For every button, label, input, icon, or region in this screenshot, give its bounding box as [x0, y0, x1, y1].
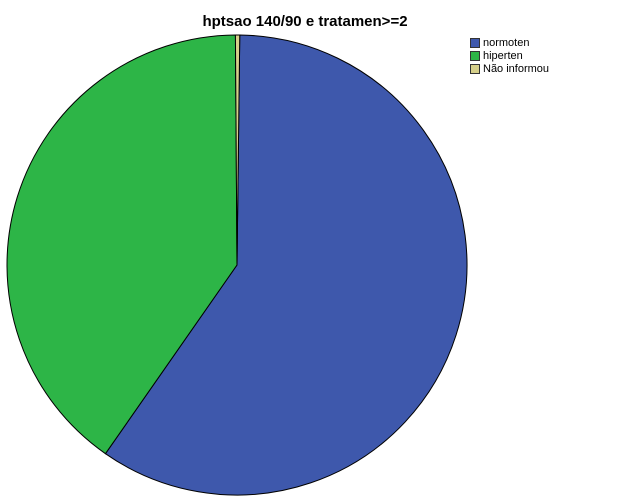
- pie-slice-hiperten: [6, 34, 238, 455]
- legend-swatch: [470, 50, 480, 61]
- legend-swatch: [470, 63, 480, 74]
- legend-label: Não informou: [483, 62, 550, 75]
- legend-item: Não informou: [470, 62, 549, 75]
- legend-swatch: [470, 37, 480, 48]
- pie-slice-n-o-informou: [234, 34, 241, 266]
- legend-item: normoten: [470, 36, 549, 49]
- legend-label: hiperten: [483, 49, 523, 62]
- pie-slice-normoten: [104, 34, 468, 496]
- chart-title: hptsao 140/90 e tratamen>=2: [202, 13, 408, 30]
- legend: normoten hiperten Não informou: [470, 36, 549, 75]
- legend-item: hiperten: [470, 49, 549, 62]
- legend-label: normoten: [483, 36, 530, 49]
